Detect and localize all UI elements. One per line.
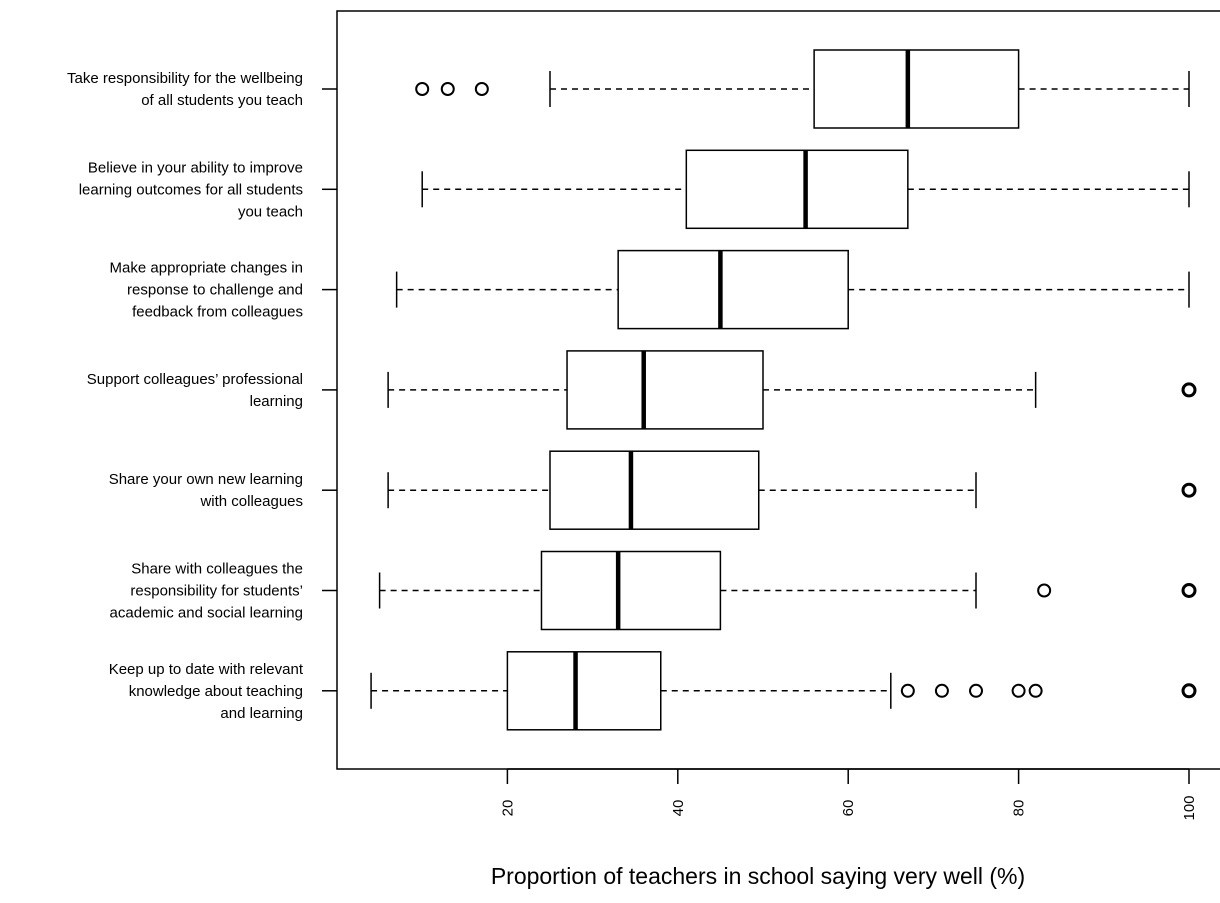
category-labels: Take responsibility for the wellbeing of …: [67, 70, 337, 722]
x-tick-label: 80: [1011, 800, 1028, 817]
category-label-line: Share your own new learning: [109, 471, 303, 488]
x-axis-title: Proportion of teachers in school saying …: [491, 863, 1025, 889]
outlier-point: [1037, 583, 1052, 598]
iqr-box: [617, 249, 849, 330]
x-axis: 20 40 60 80 100: [499, 768, 1198, 821]
category-label-line: Take responsibility for the wellbeing: [67, 70, 303, 87]
outlier-point: [900, 683, 915, 698]
x-tick-label: 60: [840, 800, 857, 817]
category-label-line: of all students you teach: [141, 92, 303, 109]
x-tick-label: 20: [499, 800, 516, 817]
boxes-group: [370, 49, 1197, 731]
x-tick-label: 40: [670, 800, 687, 817]
outlier-point: [934, 683, 949, 698]
category-label-line: Support colleagues’ professional: [87, 371, 303, 388]
iqr-box: [566, 350, 764, 430]
outlier-point: [969, 683, 983, 698]
box-5: [387, 450, 1197, 530]
outlier-point: [1011, 683, 1026, 698]
outlier-point: [1181, 583, 1197, 598]
box-2: [421, 149, 1190, 230]
category-label-line: with colleagues: [199, 493, 303, 510]
iqr-box: [549, 450, 760, 530]
box-1: [415, 49, 1190, 129]
box-7: [370, 651, 1197, 731]
category-label-line: feedback from colleagues: [132, 304, 303, 321]
category-label-line: Keep up to date with relevant: [109, 661, 304, 678]
iqr-box: [685, 149, 909, 230]
category-label-line: you teach: [238, 203, 303, 220]
outlier-point: [1181, 683, 1197, 699]
category-label-line: learning outcomes for all students: [79, 181, 303, 198]
category-label-line: responsibility for students’: [130, 583, 303, 600]
iqr-box: [540, 550, 722, 631]
outlier-point: [1181, 482, 1197, 498]
category-label-line: knowledge about teaching: [129, 683, 303, 700]
category-label-line: and learning: [220, 705, 303, 722]
category-label-line: response to challenge and: [127, 282, 303, 299]
x-tick-label: 100: [1181, 795, 1198, 820]
outlier-point: [1181, 382, 1197, 398]
category-label-line: Believe in your ability to improve: [88, 159, 303, 176]
category-label-line: Share with colleagues the: [131, 561, 303, 578]
outlier-point: [440, 82, 455, 96]
box-4: [387, 350, 1197, 430]
iqr-box: [813, 49, 1020, 129]
outlier-point: [1028, 683, 1043, 698]
outlier-point: [415, 82, 430, 96]
outlier-point: [474, 82, 489, 96]
category-label-line: academic and social learning: [110, 605, 303, 622]
box-3: [395, 249, 1190, 330]
category-label-line: learning: [250, 393, 303, 410]
iqr-box: [506, 651, 662, 731]
category-label-line: Make appropriate changes in: [110, 260, 303, 277]
box-6: [378, 550, 1197, 631]
